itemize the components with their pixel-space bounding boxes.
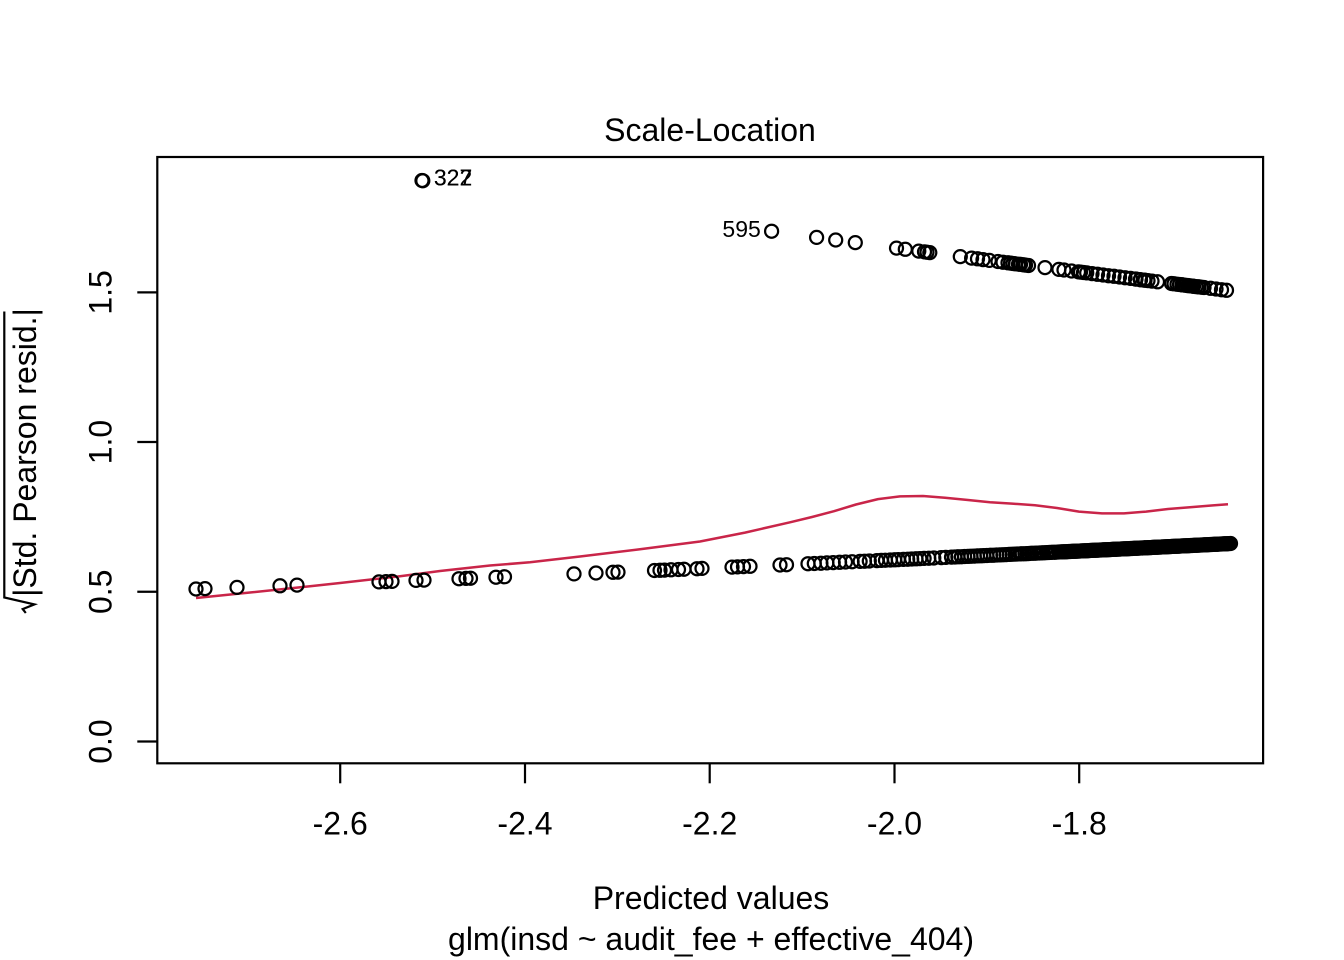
svg-text:-1.8: -1.8 xyxy=(1052,805,1107,841)
svg-text:595: 595 xyxy=(722,216,760,242)
svg-text:-2.2: -2.2 xyxy=(682,805,737,841)
svg-text:Scale-Location: Scale-Location xyxy=(604,112,816,148)
svg-text:327: 327 xyxy=(434,165,472,191)
svg-text:Predicted values: Predicted values xyxy=(593,880,830,916)
svg-text:1.0: 1.0 xyxy=(83,420,119,464)
svg-text:1.5: 1.5 xyxy=(83,270,119,314)
svg-text:glm(insd ~ audit_fee + effecti: glm(insd ~ audit_fee + effective_404) xyxy=(448,921,974,957)
svg-text:0.0: 0.0 xyxy=(83,719,119,763)
svg-text:0.5: 0.5 xyxy=(83,570,119,614)
svg-text:|Std. Pearson resid.|: |Std. Pearson resid.| xyxy=(7,308,43,597)
svg-text:-2.4: -2.4 xyxy=(497,805,552,841)
svg-text:-2.6: -2.6 xyxy=(313,805,368,841)
svg-text:322: 322 xyxy=(434,165,472,191)
svg-text:-2.0: -2.0 xyxy=(867,805,922,841)
